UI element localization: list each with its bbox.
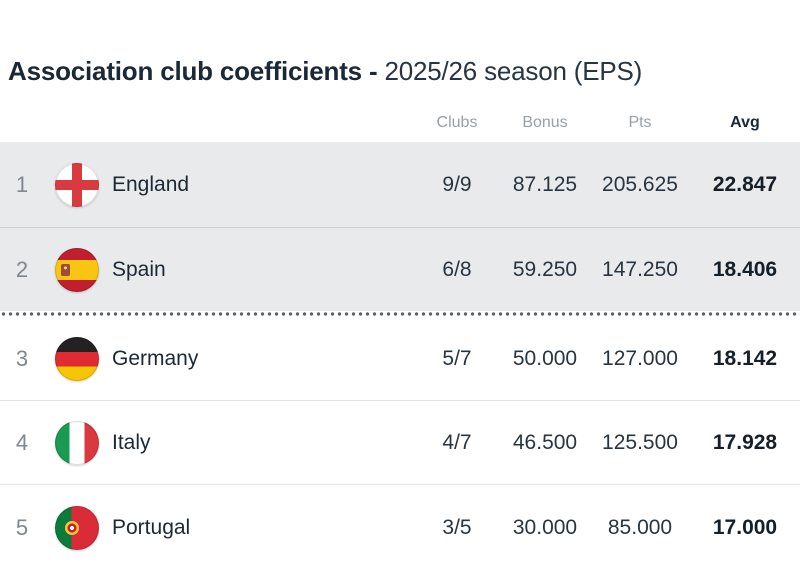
england-flag-icon [55, 162, 99, 207]
table-row-portugal[interactable]: 5 Portugal 3/5 30.000 85.000 17.000 [0, 485, 800, 570]
avg-value: 22.847 [712, 172, 778, 196]
portugal-flag-icon [55, 505, 99, 550]
avg-value: 17.928 [712, 430, 778, 454]
country-name: Germany [112, 346, 199, 370]
country-name: England [112, 172, 190, 196]
spain-flag-icon [55, 247, 99, 292]
table-row-italy[interactable]: 4 Italy 4/7 46.500 125.500 17.928 [0, 401, 800, 485]
clubs-value: 3/5 [442, 515, 472, 539]
bonus-value: 87.125 [512, 172, 578, 196]
clubs-value: 5/7 [442, 346, 472, 370]
pts-value: 125.500 [602, 430, 678, 454]
rank-label: 4 [15, 429, 29, 455]
pts-value: 85.000 [607, 515, 673, 539]
country-name: Italy [112, 430, 151, 454]
pts-value: 147.250 [602, 257, 678, 281]
pts-value: 205.625 [602, 172, 678, 196]
bonus-value: 30.000 [512, 515, 578, 539]
page-title-main: Association club coefficients - [8, 56, 378, 87]
column-header-avg: Avg [730, 114, 760, 131]
coefficients-table: 1 England 9/9 87.125 205.625 22.847 2 Sp… [0, 142, 800, 570]
table-header-row: Clubs Bonus Pts Avg [0, 108, 800, 138]
table-row-spain[interactable]: 2 Spain 6/8 59.250 147.250 18.406 [0, 228, 800, 311]
bonus-value: 46.500 [512, 430, 578, 454]
avg-value: 18.142 [712, 346, 778, 370]
column-header-clubs: Clubs [436, 114, 478, 131]
rank-label: 2 [15, 256, 29, 282]
rank-label: 5 [15, 514, 29, 540]
rank-label: 3 [15, 345, 29, 371]
qualification-cutoff-separator [0, 311, 800, 317]
germany-flag-icon [55, 336, 99, 381]
pts-value: 127.000 [602, 346, 678, 370]
column-header-bonus: Bonus [522, 114, 568, 131]
column-header-pts: Pts [628, 114, 652, 131]
italy-flag-icon [55, 420, 99, 465]
bonus-value: 59.250 [512, 257, 578, 281]
country-name: Portugal [112, 515, 191, 539]
page-title-season: 2025/26 season (EPS) [384, 56, 643, 87]
table-row-germany[interactable]: 3 Germany 5/7 50.000 127.000 18.142 [0, 317, 800, 401]
page-title: Association club coefficients - 2025/26 … [8, 57, 642, 85]
clubs-value: 4/7 [442, 430, 472, 454]
country-name: Spain [112, 257, 166, 281]
clubs-value: 9/9 [442, 172, 472, 196]
avg-value: 18.406 [712, 257, 778, 281]
clubs-value: 6/8 [442, 257, 472, 281]
table-row-england[interactable]: 1 England 9/9 87.125 205.625 22.847 [0, 142, 800, 228]
rank-label: 1 [15, 171, 29, 197]
bonus-value: 50.000 [512, 346, 578, 370]
avg-value: 17.000 [712, 515, 778, 539]
